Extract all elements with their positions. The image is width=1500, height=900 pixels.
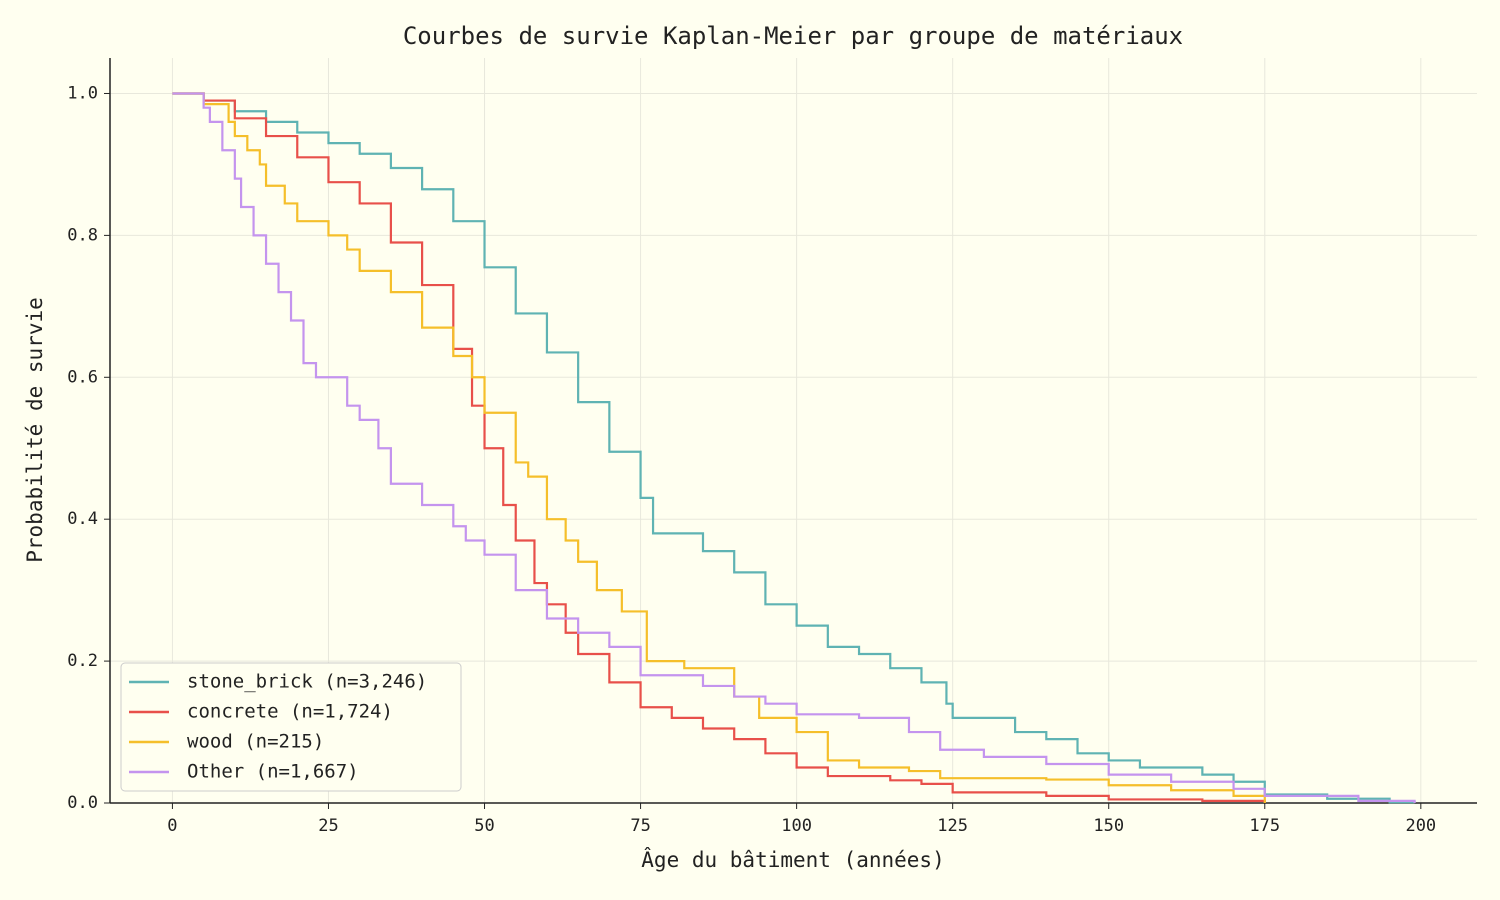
x-axis-label: Âge du bâtiment (années) (641, 847, 944, 872)
chart-title: Courbes de survie Kaplan-Meier par group… (403, 22, 1183, 50)
x-tick-label: 50 (474, 816, 494, 836)
x-tick-label: 150 (1093, 816, 1124, 836)
survival-curve (172, 92, 1266, 803)
legend-box (120, 662, 462, 792)
y-tick-label: 0.4 (67, 509, 98, 529)
survival-curve (172, 92, 1266, 803)
y-tick-label: 0.2 (67, 651, 98, 671)
x-tick-label: 125 (937, 816, 968, 836)
legend-label: stone_brick (n=3,246) (187, 671, 427, 693)
survival-curve (172, 92, 1416, 804)
x-tick-label: 100 (781, 816, 812, 836)
survival-curve (172, 92, 1416, 803)
y-tick-label: 0.0 (67, 793, 98, 813)
legend-label: Other (n=1,667) (187, 761, 359, 783)
x-tick-label: 75 (630, 816, 650, 836)
x-tick-label: 25 (318, 816, 338, 836)
y-axis-label: Probabilité de survie (23, 297, 47, 563)
legend-label: concrete (n=1,724) (187, 701, 393, 723)
y-tick-label: 1.0 (67, 83, 98, 103)
legend-label: wood (n=215) (187, 731, 324, 753)
x-tick-label: 200 (1405, 816, 1436, 836)
y-tick-label: 0.8 (67, 225, 98, 245)
x-tick-label: 175 (1249, 816, 1280, 836)
y-tick-label: 0.6 (67, 367, 98, 387)
x-tick-label: 0 (167, 816, 177, 836)
